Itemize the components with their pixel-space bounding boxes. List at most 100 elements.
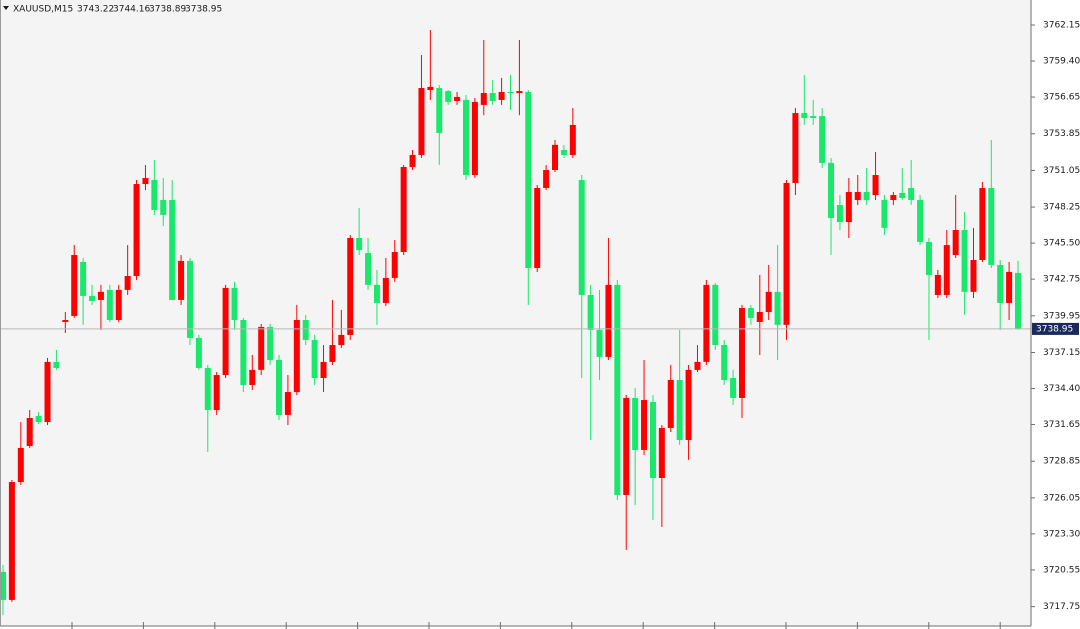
candle-body xyxy=(703,284,710,362)
candle-body xyxy=(658,427,665,478)
candle-body xyxy=(222,287,229,376)
candle-body xyxy=(917,200,924,242)
candle-body xyxy=(516,91,523,94)
candle-body xyxy=(26,417,33,447)
candle-body xyxy=(160,200,167,215)
candle-body xyxy=(249,369,256,385)
candle-body xyxy=(418,88,425,155)
candle-body xyxy=(97,291,104,300)
candle-body xyxy=(667,379,674,428)
y-tick-label: 3720.55 xyxy=(1043,565,1080,575)
plot-area xyxy=(0,0,1031,626)
candle-body xyxy=(560,149,567,155)
candle-body xyxy=(382,277,389,303)
candle-body xyxy=(267,326,274,360)
y-tick-label: 3759.40 xyxy=(1043,57,1080,67)
y-tick-label: 3751.05 xyxy=(1043,166,1080,176)
candle-body xyxy=(124,275,131,290)
candle-body xyxy=(863,192,870,201)
candle-body xyxy=(400,167,407,253)
candle-body xyxy=(738,307,745,398)
candle-body xyxy=(204,367,211,410)
candle-body xyxy=(819,116,826,163)
y-tick-label: 3717.75 xyxy=(1043,602,1080,612)
y-tick-label: 3753.85 xyxy=(1043,129,1080,139)
candle-body xyxy=(552,144,559,171)
candle-body xyxy=(596,329,603,357)
candle-body xyxy=(836,204,843,223)
candle-body xyxy=(997,264,1004,303)
candles xyxy=(0,29,1031,615)
candle-body xyxy=(649,401,656,478)
candle-body xyxy=(756,312,763,322)
candle-body xyxy=(320,361,327,379)
symbol-title: XAUUSD,M15 xyxy=(13,5,73,15)
candle-body xyxy=(284,392,291,415)
candle-body xyxy=(979,187,986,261)
candle-body xyxy=(605,284,612,357)
y-tick-label: 3762.15 xyxy=(1043,21,1080,31)
candle-body xyxy=(71,255,78,316)
candle-body xyxy=(62,320,69,322)
candle-body xyxy=(623,397,630,496)
candle-body xyxy=(534,187,541,268)
candle-body xyxy=(765,291,772,313)
y-tick-label: 3728.85 xyxy=(1043,457,1080,467)
candle-body xyxy=(783,182,790,325)
y-tick-label: 3748.25 xyxy=(1043,203,1080,213)
candle-body xyxy=(195,337,202,368)
candle-body xyxy=(338,334,345,346)
candle-body xyxy=(489,93,496,101)
y-tick-label: 3742.75 xyxy=(1043,275,1080,285)
candle-body xyxy=(454,96,461,101)
candle-body xyxy=(276,359,283,415)
candle-body xyxy=(721,345,728,380)
candle-body xyxy=(730,378,737,398)
candle-body xyxy=(347,238,354,335)
candle-body xyxy=(258,326,265,370)
candle-body xyxy=(925,241,932,275)
candle-body xyxy=(311,339,318,379)
y-tick-label: 3726.05 xyxy=(1043,493,1080,503)
candle-body xyxy=(801,113,808,119)
candle-body xyxy=(792,113,799,183)
candle-body xyxy=(899,192,906,199)
candle-body xyxy=(169,200,176,300)
candle-body xyxy=(934,274,941,295)
candle-body xyxy=(293,320,300,393)
candle-body xyxy=(507,91,514,94)
candle-body xyxy=(89,295,96,302)
candle-body xyxy=(8,482,15,600)
candle-body xyxy=(115,289,122,321)
candle-body xyxy=(632,397,639,450)
candle-body xyxy=(365,253,372,285)
y-tick-label: 3745.50 xyxy=(1043,239,1080,249)
candle-body xyxy=(142,178,149,185)
y-tick-label: 3739.95 xyxy=(1043,311,1080,321)
candle-body xyxy=(747,307,754,318)
candle-body xyxy=(614,284,621,496)
candle-body xyxy=(881,200,888,228)
candle-body xyxy=(53,361,60,368)
candle-body xyxy=(151,179,158,210)
candle-body xyxy=(890,195,897,201)
candle-body xyxy=(908,187,915,201)
candle-body xyxy=(952,230,959,256)
candle-body xyxy=(462,99,469,175)
header-close: 3738.95 xyxy=(185,5,222,15)
candle-body xyxy=(106,289,113,321)
candle-body xyxy=(427,86,434,90)
candle-body xyxy=(810,116,817,119)
candle-body xyxy=(0,571,6,600)
candle-body xyxy=(186,260,193,338)
candle-body xyxy=(133,184,140,276)
y-tick-label: 3734.40 xyxy=(1043,384,1080,394)
candle-body xyxy=(498,91,505,100)
candle-body xyxy=(988,187,995,265)
candle-body xyxy=(302,320,309,340)
candle-body xyxy=(1015,272,1021,329)
candle-body xyxy=(943,245,950,295)
menu-triangle[interactable] xyxy=(3,6,9,10)
